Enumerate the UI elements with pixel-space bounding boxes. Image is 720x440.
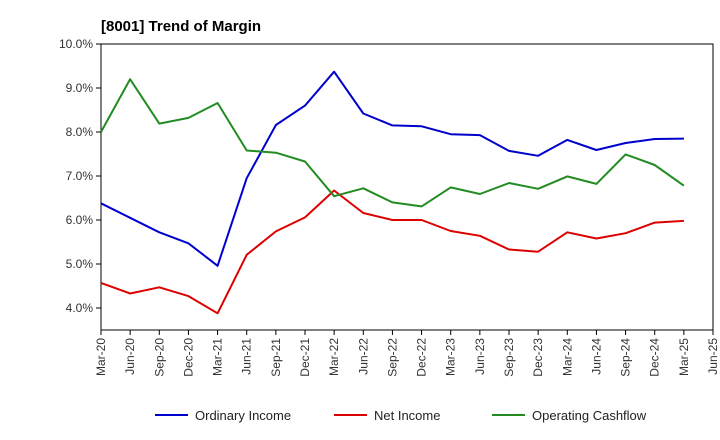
legend: Ordinary Income Net Income Operating Cashf… <box>155 408 647 423</box>
x-tick-label: Dec-24 <box>648 338 662 377</box>
series-lines <box>100 70 685 315</box>
x-tick-label: Mar-23 <box>444 338 458 376</box>
x-tick-label: Jun-24 <box>589 338 603 375</box>
x-tick-label: Jun-23 <box>473 338 487 375</box>
x-tick-label: Jun-22 <box>356 338 370 375</box>
plot-area <box>100 43 714 331</box>
x-tick-label: Sep-22 <box>385 338 399 377</box>
y-tick-label: 4.0% <box>66 301 94 315</box>
x-axis: Mar-20 Jun-20 Sep-20 Dec-20 Mar-21 Jun-21 Sep-… <box>94 330 720 377</box>
y-tick-label: 9.0% <box>66 81 94 95</box>
x-tick-label: Jun-21 <box>240 338 254 375</box>
chart-title: [8001] Trend of Margin <box>101 18 261 35</box>
y-axis: 4.0% 5.0% 6.0% 7.0% 8.0% 9.0% 10.0% <box>59 37 101 315</box>
x-tick-label: Jun-20 <box>123 338 137 375</box>
y-tick-label: 7.0% <box>66 169 94 183</box>
x-tick-label: Dec-21 <box>298 338 312 377</box>
x-tick-label: Sep-21 <box>269 338 283 377</box>
legend-label: Ordinary Income <box>195 408 291 423</box>
y-tick-label: 6.0% <box>66 213 94 227</box>
x-tick-label: Sep-23 <box>502 338 516 377</box>
plot-border <box>100 43 714 331</box>
x-tick-label: Jun-25 <box>706 338 720 375</box>
legend-label: Net Income <box>374 408 440 423</box>
series-line-operating-cashflow <box>100 78 685 208</box>
x-tick-label: Sep-24 <box>619 338 633 377</box>
x-tick-label: Dec-20 <box>181 338 195 377</box>
x-tick-label: Mar-22 <box>327 338 341 376</box>
x-tick-label: Mar-25 <box>677 338 691 376</box>
x-tick-label: Dec-23 <box>531 338 545 377</box>
y-tick-label: 5.0% <box>66 257 94 271</box>
y-tick-label: 8.0% <box>66 125 94 139</box>
series-line-ordinary-income <box>100 70 684 267</box>
x-tick-label: Mar-20 <box>94 338 108 376</box>
x-tick-label: Sep-20 <box>152 338 166 377</box>
y-tick-label: 10.0% <box>59 37 93 51</box>
x-tick-label: Mar-24 <box>560 338 574 376</box>
x-tick-label: Dec-22 <box>415 338 429 377</box>
x-tick-label: Mar-21 <box>211 338 225 376</box>
legend-label: Operating Cashflow <box>532 408 647 423</box>
series-line-net-income <box>100 189 684 315</box>
